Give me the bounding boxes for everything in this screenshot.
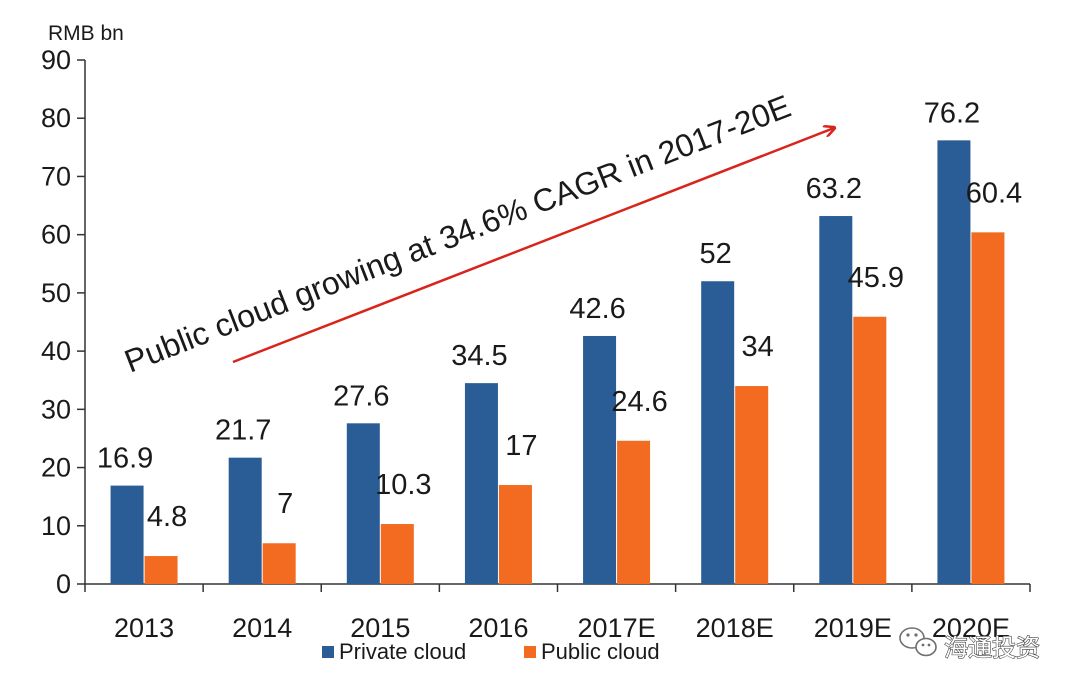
- bars: [110, 140, 1005, 585]
- bar-private-cloud: [346, 423, 380, 584]
- data-label-private-cloud: 21.7: [215, 415, 271, 447]
- bar-private-cloud: [228, 457, 262, 584]
- legend: Private cloud Public cloud: [322, 639, 660, 664]
- cagr-arrow: [232, 128, 834, 364]
- data-label-public-cloud: 34: [742, 331, 774, 363]
- data-label-public-cloud: 17: [505, 430, 537, 462]
- data-label-private-cloud: 76.2: [924, 97, 980, 129]
- y-tick-label: 90: [41, 45, 71, 75]
- bar-private-cloud: [110, 485, 144, 584]
- data-label-private-cloud: 52: [700, 238, 732, 270]
- bar-private-cloud: [701, 281, 735, 584]
- watermark-text: 海通投资: [944, 634, 1040, 662]
- x-tick-label: 2014: [232, 613, 292, 643]
- bar-public-cloud: [380, 524, 414, 584]
- axes: 0 10 20 30 40 50 60 70 80 90 2013 2014 2015 2016 2017E…: [41, 45, 1031, 643]
- data-label-public-cloud: 45.9: [848, 262, 904, 294]
- x-tick-label: 2019E: [814, 613, 892, 643]
- x-tick-label: 2013: [114, 613, 174, 643]
- data-label-private-cloud: 63.2: [806, 173, 862, 205]
- data-label-public-cloud: 7: [277, 488, 293, 520]
- legend-label-public-cloud: Public cloud: [541, 639, 660, 664]
- value-labels: 16.9 21.7 27.6 34.5 42.6 52 63.2 76.2 4.8 7 10.3 17…: [97, 97, 1022, 533]
- bar-public-cloud: [498, 485, 532, 584]
- y-tick-label: 40: [41, 336, 71, 366]
- bar-public-cloud: [853, 316, 887, 584]
- legend-swatch-private-cloud: [322, 646, 334, 658]
- bar-private-cloud: [937, 140, 971, 584]
- data-label-public-cloud: 24.6: [611, 386, 667, 418]
- bar-private-cloud: [464, 383, 498, 584]
- y-tick-label: 30: [41, 394, 71, 424]
- y-tick-label: 0: [56, 569, 71, 599]
- data-label-public-cloud: 10.3: [375, 469, 431, 501]
- y-tick-label: 80: [41, 103, 71, 133]
- cagr-annotation-text: Public cloud growing at 34.6% CAGR in 20…: [119, 88, 795, 380]
- y-tick-label: 10: [41, 511, 71, 541]
- x-tick-label: 2020E: [932, 613, 1010, 643]
- data-label-private-cloud: 34.5: [451, 340, 507, 372]
- bar-private-cloud: [583, 335, 617, 584]
- data-label-public-cloud: 60.4: [966, 177, 1022, 209]
- data-label-private-cloud: 16.9: [97, 443, 153, 475]
- y-tick-label: 50: [41, 278, 71, 308]
- x-tick-label: 2016: [468, 613, 528, 643]
- x-tick-label: 2017E: [578, 613, 656, 643]
- watermark: 海通投资: [899, 627, 1041, 663]
- bar-public-cloud: [144, 556, 178, 584]
- data-label-private-cloud: 42.6: [569, 293, 625, 325]
- y-tick-label: 20: [41, 453, 71, 483]
- bar-public-cloud: [617, 440, 651, 584]
- bar-private-cloud: [819, 216, 853, 584]
- data-label-private-cloud: 27.6: [333, 380, 389, 412]
- y-tick-label: 60: [41, 220, 71, 250]
- wechat-icon: [899, 627, 937, 657]
- legend-label-private-cloud: Private cloud: [339, 639, 466, 664]
- bar-public-cloud: [735, 386, 769, 584]
- y-axis-unit-label: RMB bn: [48, 22, 124, 45]
- x-tick-label: 2015: [350, 613, 410, 643]
- legend-swatch-public-cloud: [524, 646, 536, 658]
- data-label-public-cloud: 4.8: [147, 501, 187, 533]
- y-tick-label: 70: [41, 161, 71, 191]
- bar-public-cloud: [262, 543, 296, 584]
- bar-public-cloud: [971, 232, 1005, 585]
- x-tick-label: 2018E: [696, 613, 774, 643]
